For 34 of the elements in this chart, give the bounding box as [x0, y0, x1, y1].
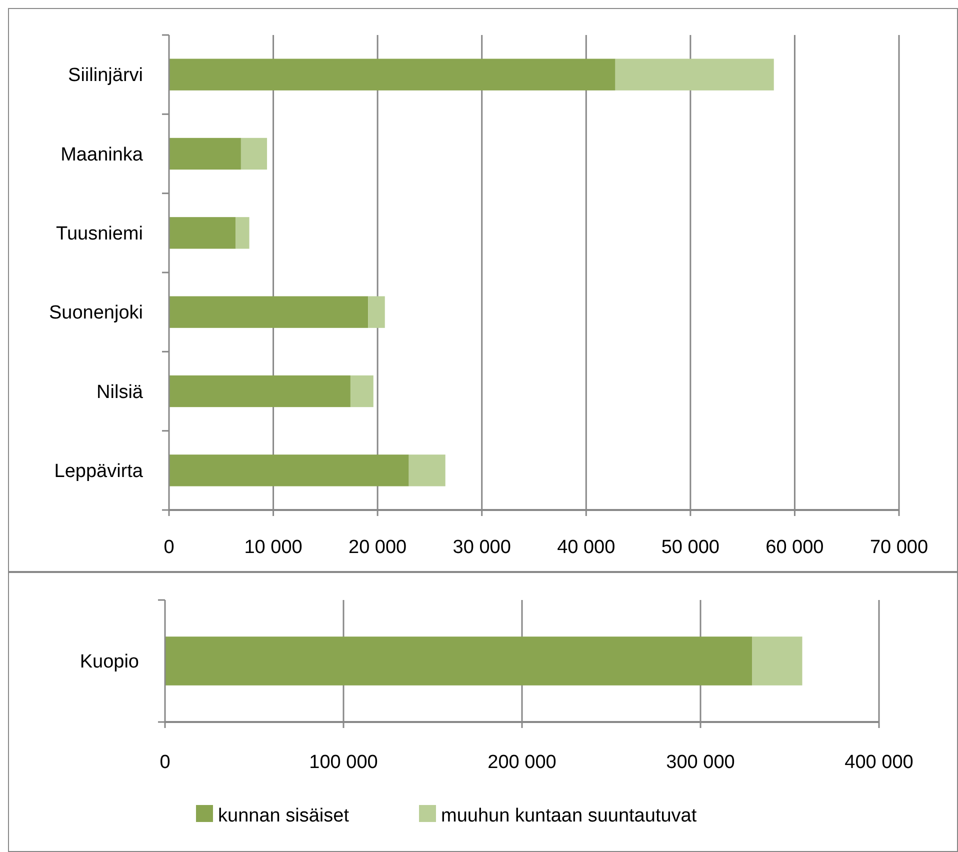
bar [169, 58, 616, 90]
x-tick-label: 200 000 [488, 752, 556, 773]
x-tick-label: 10 000 [244, 537, 302, 558]
bar [236, 217, 250, 249]
x-tick-label: 300 000 [666, 752, 735, 773]
x-tick-label: 70 000 [870, 537, 928, 558]
y-tick-label: Leppävirta [54, 461, 144, 482]
bar [350, 375, 374, 408]
x-tick-label: 0 [160, 752, 170, 773]
bar [169, 375, 350, 408]
y-tick-label: Nilsiä [96, 382, 144, 403]
bar [169, 296, 368, 328]
bar [408, 454, 446, 486]
y-tick-label: Tuusniemi [56, 224, 143, 245]
bar [169, 454, 409, 486]
bar [615, 58, 774, 90]
y-tick-label: Siilinjärvi [68, 65, 143, 86]
y-tick-label: Maaninka [60, 144, 144, 166]
x-tick-label: 400 000 [844, 752, 914, 773]
bar [368, 296, 385, 328]
x-tick-label: 20 000 [348, 537, 407, 558]
y-tick-label: Suonenjoki [48, 302, 143, 324]
x-tick-label: 50 000 [661, 537, 720, 558]
x-tick-label: 40 000 [557, 537, 616, 558]
y-tick-label: Kuopio [80, 652, 139, 673]
x-tick-label: 30 000 [452, 537, 511, 558]
bar [240, 138, 268, 170]
x-tick-label: 60 000 [766, 537, 824, 558]
bar [169, 138, 241, 170]
x-tick-label: 100 000 [309, 752, 378, 773]
legend-label: kunnan sisäiset [218, 806, 350, 827]
legend-label: muuhun kuntaan suuntautuvat [441, 806, 698, 827]
x-tick-label: 0 [164, 537, 174, 558]
bar [169, 217, 236, 249]
